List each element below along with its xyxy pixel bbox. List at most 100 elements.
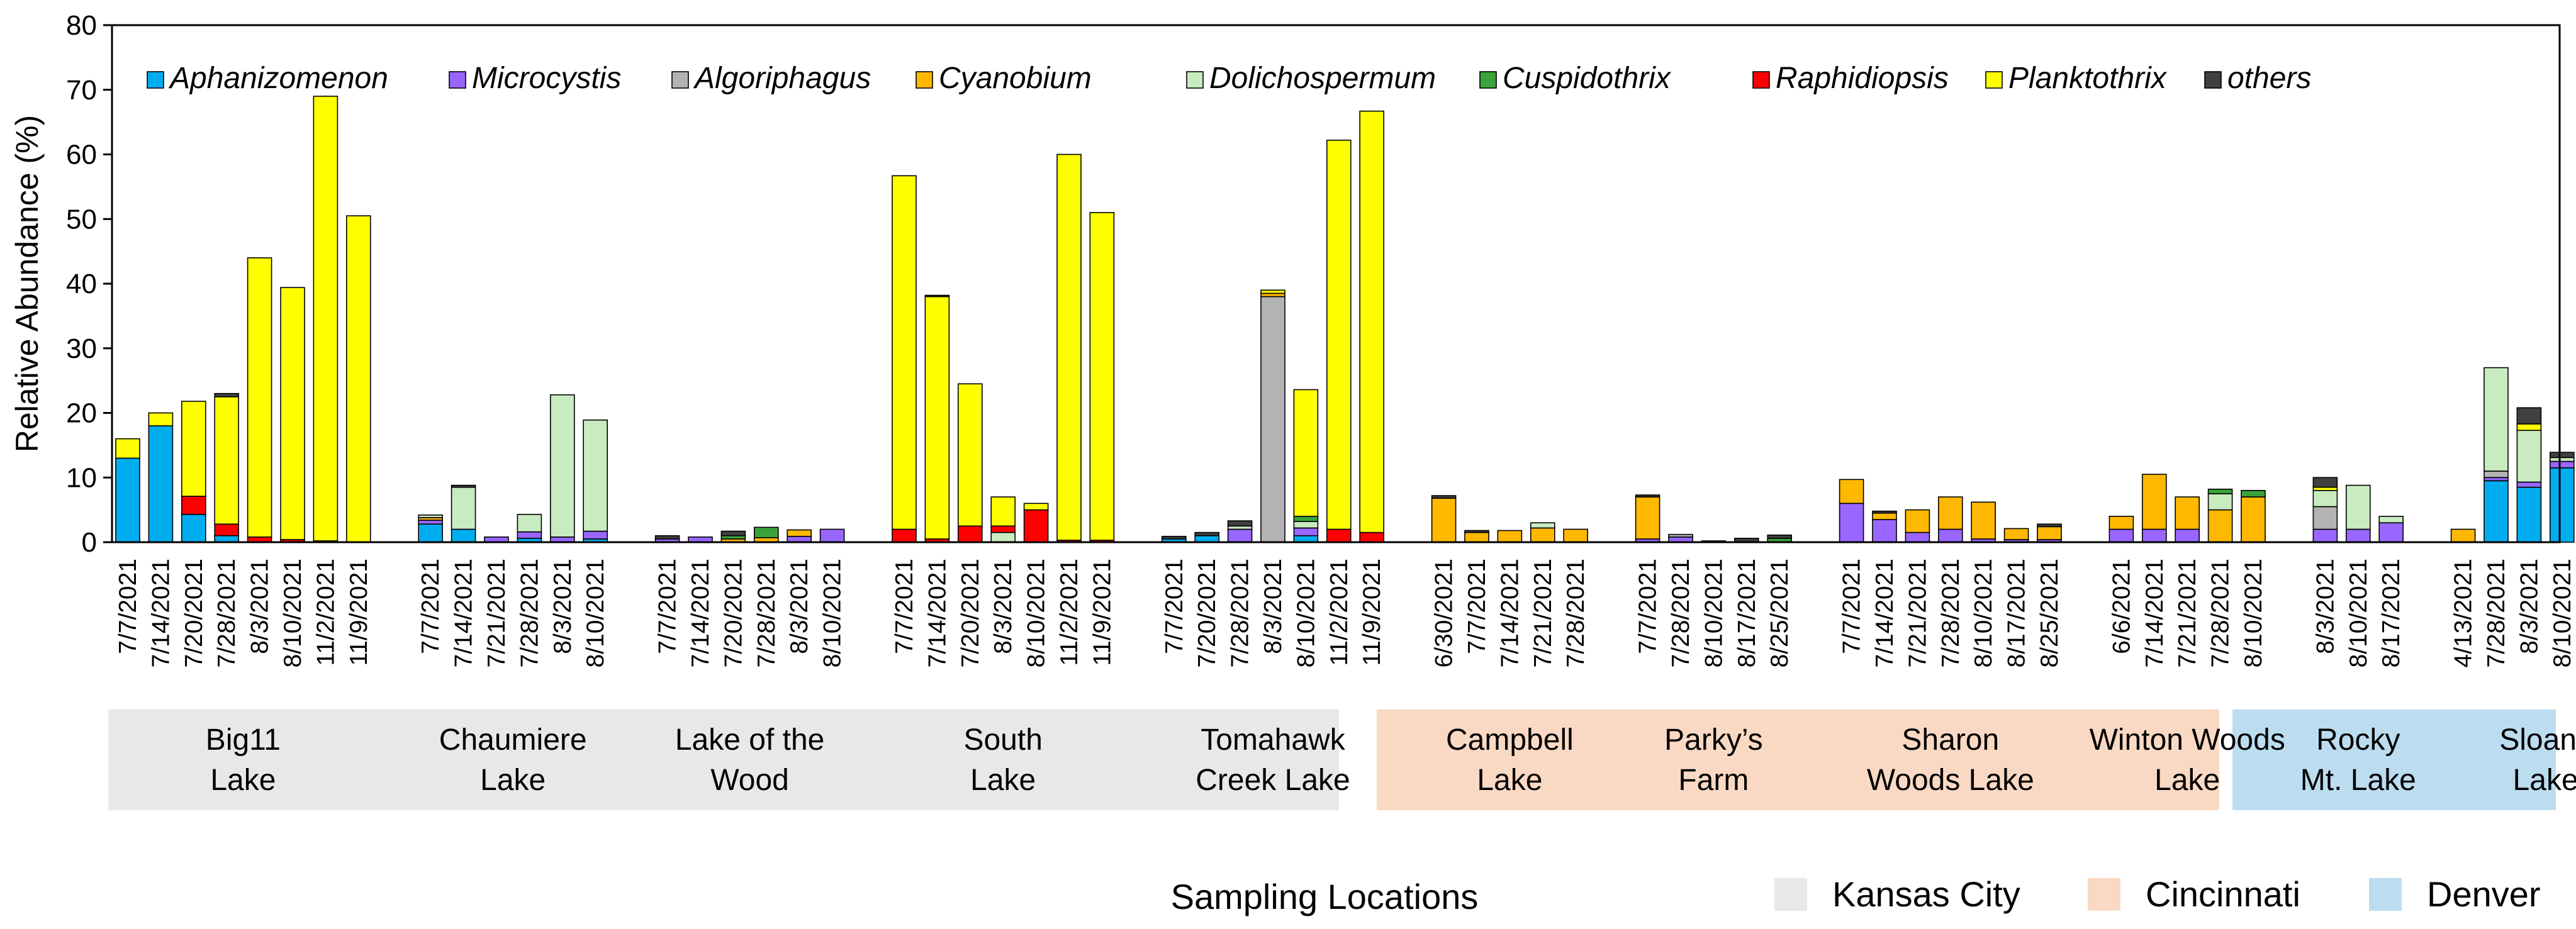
x-tick-label: 7/21/2021 [2174,559,2201,668]
bar-stack [1497,530,1523,543]
x-tick-label: 7/7/2021 [1839,559,1866,654]
bar-stack [2142,474,2167,543]
y-axis: 0 10 20 30 40 50 60 70 80 [66,10,112,558]
lake-label: Sloans [2499,723,2576,757]
bar-segment-cya [2175,496,2200,530]
plot-area-frame [111,24,2561,543]
bar-segment-oth [654,535,680,540]
bar-stack [958,383,983,543]
bar-segment-cya [2450,528,2476,543]
x-tick-label: 7/7/2021 [1161,559,1188,654]
lake-label: Big11 [206,723,281,757]
x-tick-label: 8/3/2021 [1260,559,1287,654]
bar-segment-cya [1431,498,1457,543]
bar-stack [2241,489,2266,543]
region-legend-swatch [2088,878,2120,911]
x-tick-label: 7/14/2021 [147,559,174,668]
bar-segment-pla [115,438,140,459]
bar-segment-oth [1194,531,1219,537]
bar-segment-aph [1194,535,1219,543]
bar-segment-cya [1563,528,1588,543]
bar-segment-cya [2241,496,2266,543]
bar-segment-dol [517,514,542,533]
lake-label: South [963,723,1042,757]
x-tick-label: 8/10/2021 [1023,559,1050,668]
x-tick-label: 7/7/2021 [891,559,918,654]
bar-stack [819,528,845,543]
x-tick-label: 7/21/2021 [483,559,510,668]
lake-label: Creek Lake [1196,764,1350,797]
bar-segment-pla [181,401,206,497]
bar-segment-mic [2312,528,2338,543]
bar-segment-dol [583,420,608,532]
bar-segment-pla [990,496,1016,527]
bar-segment-pla [892,175,917,530]
bar-segment-pla [1359,110,1384,533]
bar-segment-dol [451,486,476,530]
lake-label: Lake [2513,764,2576,797]
bar-stack [754,526,779,543]
x-tick-label: 8/3/2021 [786,559,813,654]
bar-segment-cya [2207,509,2233,543]
x-tick-label: 8/10/2021 [1292,559,1319,668]
bar-stack [451,484,476,543]
bar-stack [1872,510,1897,543]
region-legend-label: Kansas City [1832,874,2020,914]
lake-label: Lake [1477,764,1542,797]
bar-stack [787,529,812,543]
y-tick-label: 80 [66,10,97,41]
lake-labels: Big11 Lake Chaumiere Lake Lake of the Wood Sou… [206,723,2576,797]
bar-segment-aph [2484,480,2509,543]
bar-stack [517,514,542,543]
bar-stack [2003,528,2029,543]
x-tick-label: 7/28/2021 [753,559,780,668]
legend-label: Raphidiopsis [1776,62,1949,95]
y-tick-label: 40 [66,269,97,299]
bar-segment-oth [451,484,476,488]
bar-segment-aph [451,528,476,543]
bar-segment-oth [1162,535,1187,540]
bar-stack [1530,522,1555,543]
bar-segment-pla [214,396,240,525]
bar-segment-mic [819,528,845,543]
bar-segment-cya [2108,516,2134,530]
x-tick-label: 7/7/2021 [1635,559,1662,654]
legend-swatch [916,71,933,89]
bar-segment-pla [280,287,305,540]
x-tick-label: 7/20/2021 [957,559,984,668]
bar-segment-oth [1464,530,1489,533]
x-tick-label: 11/9/2021 [1089,559,1116,666]
bar-stack [1905,509,1930,543]
bar-segment-mic [1839,503,1864,543]
x-tick-label: 7/28/2021 [2207,559,2234,668]
x-tick-label: 8/10/2021 [2345,559,2372,668]
bar-segment-aph [1293,535,1319,543]
x-tick-label: 8/10/2021 [1970,559,1997,668]
bar-stack [313,96,339,543]
legend-label: Planktothrix [2008,62,2168,95]
lake-label: Sharon [1901,723,1999,757]
bar-stack [1668,533,1693,543]
bar-segment-dol [2484,367,2509,472]
bar-segment-pla [1056,153,1082,541]
bar-segment-aph [181,514,206,543]
x-tick-label: 8/3/2021 [2312,559,2339,654]
region-boxes [108,709,2556,810]
x-tick-label: 11/2/2021 [1326,559,1353,666]
bar-segment-mic [2378,522,2404,543]
bar-segment-aph [148,425,174,543]
bar-segment-dol [2346,484,2371,530]
x-tick-label: 8/10/2021 [279,559,306,668]
bar-segment-alg [1668,533,1693,538]
region-legend-label: Cincinnati [2146,874,2300,914]
bar-segment-mic [1293,527,1319,537]
bar-segment-cya [1530,527,1555,543]
y-tick-label: 0 [82,527,97,558]
bar-stack [1938,496,1963,543]
x-tick-label: 7/7/2021 [115,559,142,654]
x-tick-label: 8/25/2021 [1766,559,1793,668]
region-box [108,709,1339,810]
x-tick-label: 6/30/2021 [1431,559,1458,668]
bar-segment-mic [2108,528,2134,543]
lake-label: Wood [710,764,789,797]
